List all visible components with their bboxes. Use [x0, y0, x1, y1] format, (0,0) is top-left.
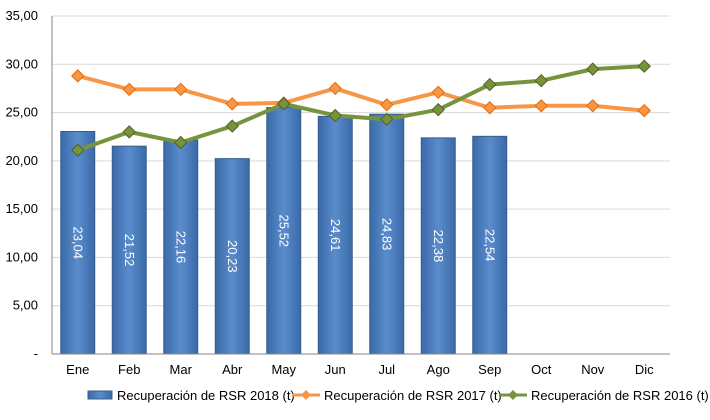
data-point — [174, 82, 188, 97]
data-point — [71, 143, 85, 157]
data-point — [380, 112, 394, 127]
data-point — [277, 97, 291, 111]
data-point — [637, 103, 651, 118]
x-tick-label: Dic — [635, 362, 654, 377]
series-line — [77, 73, 645, 113]
bar-value-label: 21,52 — [122, 234, 137, 267]
bar — [214, 158, 250, 355]
data-point — [431, 102, 445, 117]
x-tick-label: Feb — [118, 362, 140, 377]
legend-label: Recuperación de RSR 2018 (t) — [117, 388, 295, 403]
data-point — [380, 98, 394, 112]
legend: Recuperación de RSR 2018 (t) Recuperación… — [87, 388, 709, 403]
legend-marker — [508, 390, 518, 400]
data-point — [71, 69, 85, 83]
bar — [266, 107, 302, 355]
line-series-2016 — [71, 59, 651, 157]
x-tick-label: Ene — [66, 362, 89, 377]
y-tick-label: 30,00 — [5, 56, 38, 71]
y-tick-label: 10,00 — [5, 249, 38, 264]
data-point — [225, 97, 239, 111]
x-tick-label: May — [271, 362, 296, 377]
legend-item: Recuperación de RSR 2018 (t) — [87, 388, 295, 403]
bar-value-label: 24,61 — [328, 219, 343, 252]
bar — [60, 130, 96, 355]
lines — [71, 59, 651, 157]
legend-label: Recuperación de RSR 2017 (t) — [324, 388, 502, 403]
x-tick-label: Oct — [531, 362, 552, 377]
bar-value-label: 22,54 — [482, 229, 497, 262]
legend-item: Recuperación de RSR 2016 (t) — [499, 388, 709, 403]
x-tick-label: Jun — [325, 362, 346, 377]
data-point — [483, 101, 497, 115]
data-point — [122, 125, 136, 139]
x-tick-label: Jul — [378, 362, 395, 377]
gridlines — [52, 15, 670, 307]
x-tick-label: Mar — [170, 362, 193, 377]
bar — [163, 139, 199, 355]
legend-swatch — [87, 390, 113, 400]
data-point — [225, 119, 239, 133]
data-point — [586, 62, 600, 76]
data-point — [174, 135, 188, 150]
legend-label: Recuperación de RSR 2016 (t) — [531, 388, 709, 403]
y-axis: - 5,00 10,00 15,00 20,00 25,00 30,00 35,00 — [5, 8, 53, 361]
y-tick-label: 15,00 — [5, 201, 38, 216]
y-tick-label: - — [34, 346, 38, 361]
bar-value-label: 22,38 — [431, 230, 446, 263]
line-series-2017 — [71, 69, 651, 118]
data-point — [586, 99, 600, 113]
legend-marker — [301, 390, 311, 400]
data-point — [534, 73, 548, 88]
data-point — [483, 77, 497, 92]
bar-value-label: 22,16 — [173, 231, 188, 264]
y-tick-label: 20,00 — [5, 153, 38, 168]
y-tick-label: 35,00 — [5, 8, 38, 23]
bar-value-label: 23,04 — [70, 226, 85, 259]
bar-value-label: 24,83 — [379, 218, 394, 251]
x-tick-label: Nov — [581, 362, 605, 377]
bars-2018: 23,04 21,52 22,16 20,23 25,52 24,61 24,83 22,38… — [60, 107, 508, 355]
data-point — [534, 99, 548, 113]
x-axis: Ene Feb Mar Abr May Jun Jul Ago Sep Oct Nov Dic — [52, 353, 670, 377]
bar-value-label: 20,23 — [225, 240, 240, 273]
x-tick-label: Abr — [222, 362, 243, 377]
y-tick-label: 25,00 — [5, 105, 38, 120]
x-tick-label: Ago — [427, 362, 450, 377]
data-point — [328, 81, 342, 96]
y-tick-label: 5,00 — [13, 298, 38, 313]
bar — [420, 137, 456, 355]
data-point — [328, 108, 342, 123]
legend-item: Recuperación de RSR 2017 (t) — [292, 388, 502, 403]
x-tick-label: Sep — [478, 362, 501, 377]
series-line — [77, 64, 645, 153]
data-point — [637, 59, 651, 73]
data-point — [122, 82, 136, 97]
bar-value-label: 25,52 — [276, 215, 291, 248]
data-point — [431, 85, 445, 99]
